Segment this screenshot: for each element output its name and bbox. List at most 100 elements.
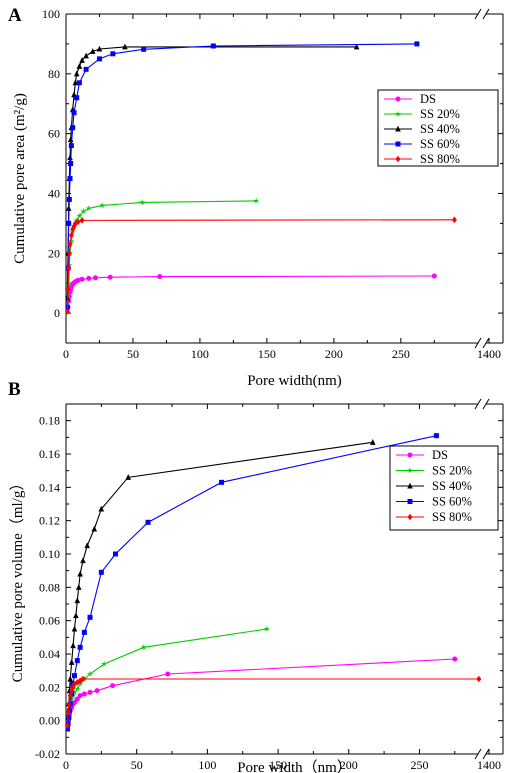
y-tick-label: 40 [48,186,60,200]
y-axis-label: Cumulative pore area (m²/g) [12,93,28,264]
series-ds [66,273,437,315]
data-point [145,519,151,525]
y-tick-label: 0.10 [39,547,60,561]
data-point [66,726,70,732]
data-point [110,683,116,689]
x-tick-label-break: 1400 [477,347,501,361]
data-point [71,625,78,632]
y-tick-label: 0.08 [39,580,60,594]
series-ss-60- [66,433,439,732]
legend-item: DS [396,448,448,462]
data-point [73,217,80,224]
data-point [125,474,132,480]
legend-item: DS [384,92,436,106]
data-point [369,439,376,445]
data-point [71,110,77,116]
legend-item: SS 80% [396,510,472,524]
data-point [66,714,72,720]
data-point [452,656,458,662]
data-point [77,693,83,699]
legend-marker [395,125,401,132]
series-ss-20- [66,625,270,729]
data-point [98,569,104,575]
legend-item: SS 20% [384,107,460,121]
x-tick-label: 250 [392,347,410,361]
data-point [101,660,108,667]
x-tick-label: 0 [63,758,69,772]
data-point [87,689,93,695]
data-point [66,285,71,293]
series-ss-20- [66,197,260,315]
data-point [76,80,82,86]
axis-break-mark [482,8,490,20]
legend-item: SS 40% [396,479,472,493]
x-tick-label-break: 1400 [477,758,501,772]
data-point [66,264,72,272]
data-point [219,479,225,485]
data-point [165,671,171,677]
x-tick-label: 200 [340,758,358,772]
data-point [79,57,85,63]
data-point [89,48,96,54]
y-tick-label: 0.12 [39,514,60,528]
series-ss-60- [66,41,420,310]
data-point [96,45,103,52]
data-point [122,43,128,50]
legend-item: SS 40% [384,122,460,136]
data-point [451,216,457,224]
legend-marker [407,513,413,521]
x-axis-label: Pore width（nm） [237,759,352,773]
y-tick-label: 0.06 [39,614,60,628]
y-tick-label: 0.00 [39,714,60,728]
data-point [81,691,87,697]
series-ss-40- [66,43,360,301]
data-point [68,695,75,702]
data-point [69,691,75,697]
axis-break-mark [482,337,490,349]
data-point [431,273,437,279]
data-point [84,542,91,549]
legend-label: DS [420,92,436,106]
legend-item: SS 60% [384,137,460,151]
y-tick-label: 100 [42,7,60,21]
x-tick-label: 100 [191,347,209,361]
legend-label: SS 80% [432,510,472,524]
x-tick-label: 50 [131,758,143,772]
data-point [81,629,87,635]
series-line [66,628,267,726]
data-point [68,161,74,167]
data-point [71,689,78,695]
data-point [79,217,85,224]
x-tick-label: 50 [127,347,139,361]
data-point [68,143,74,149]
data-point [66,722,70,729]
legend-label: SS 20% [432,464,472,478]
data-point [96,56,102,62]
data-point [99,202,106,209]
panel-label: A [8,5,22,26]
data-point [107,274,113,280]
data-point [67,708,73,714]
y-axis-label: Cumulative pore volume（ml/g） [9,476,26,683]
data-point [73,612,79,619]
data-point [80,557,86,564]
data-point [71,673,77,679]
legend-marker [407,452,413,458]
data-point [110,51,116,57]
y-tick-label: 0.02 [39,680,60,694]
data-point [74,696,80,702]
data-point [66,249,72,257]
x-tick-label: 150 [269,758,287,772]
legend-item: SS 20% [396,464,472,478]
data-point [74,685,81,692]
data-point [87,614,93,620]
data-point [66,220,72,226]
data-point [67,176,73,181]
data-point [353,43,360,50]
y-tick-label: 80 [48,67,60,81]
data-point [76,212,83,219]
data-point [92,275,98,281]
data-point [74,597,81,604]
